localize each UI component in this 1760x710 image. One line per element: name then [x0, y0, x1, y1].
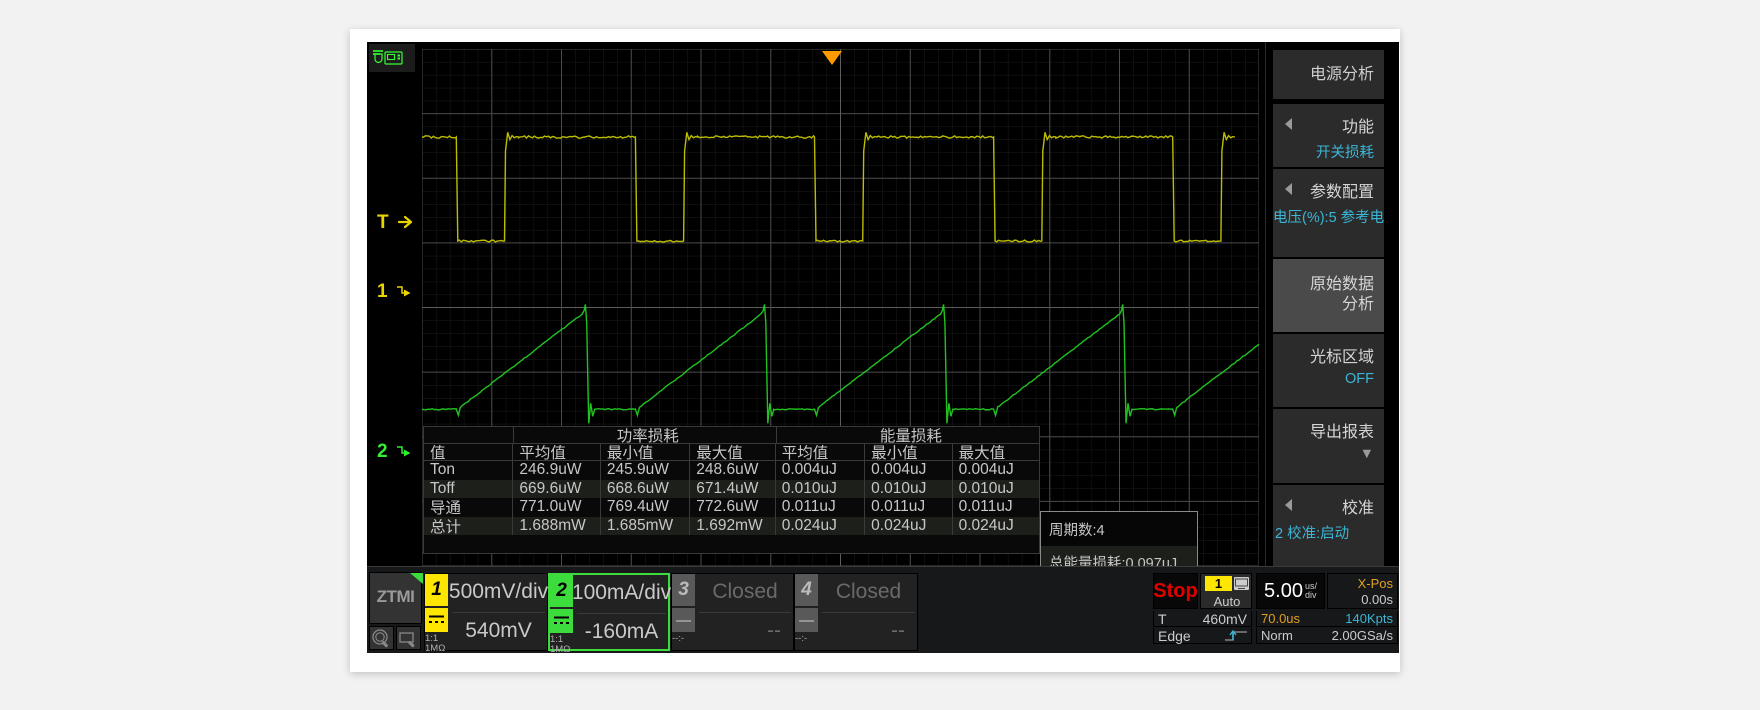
svg-text:1: 1: [377, 281, 388, 302]
svg-text:T: T: [377, 212, 389, 233]
svg-text:2: 2: [377, 441, 388, 462]
